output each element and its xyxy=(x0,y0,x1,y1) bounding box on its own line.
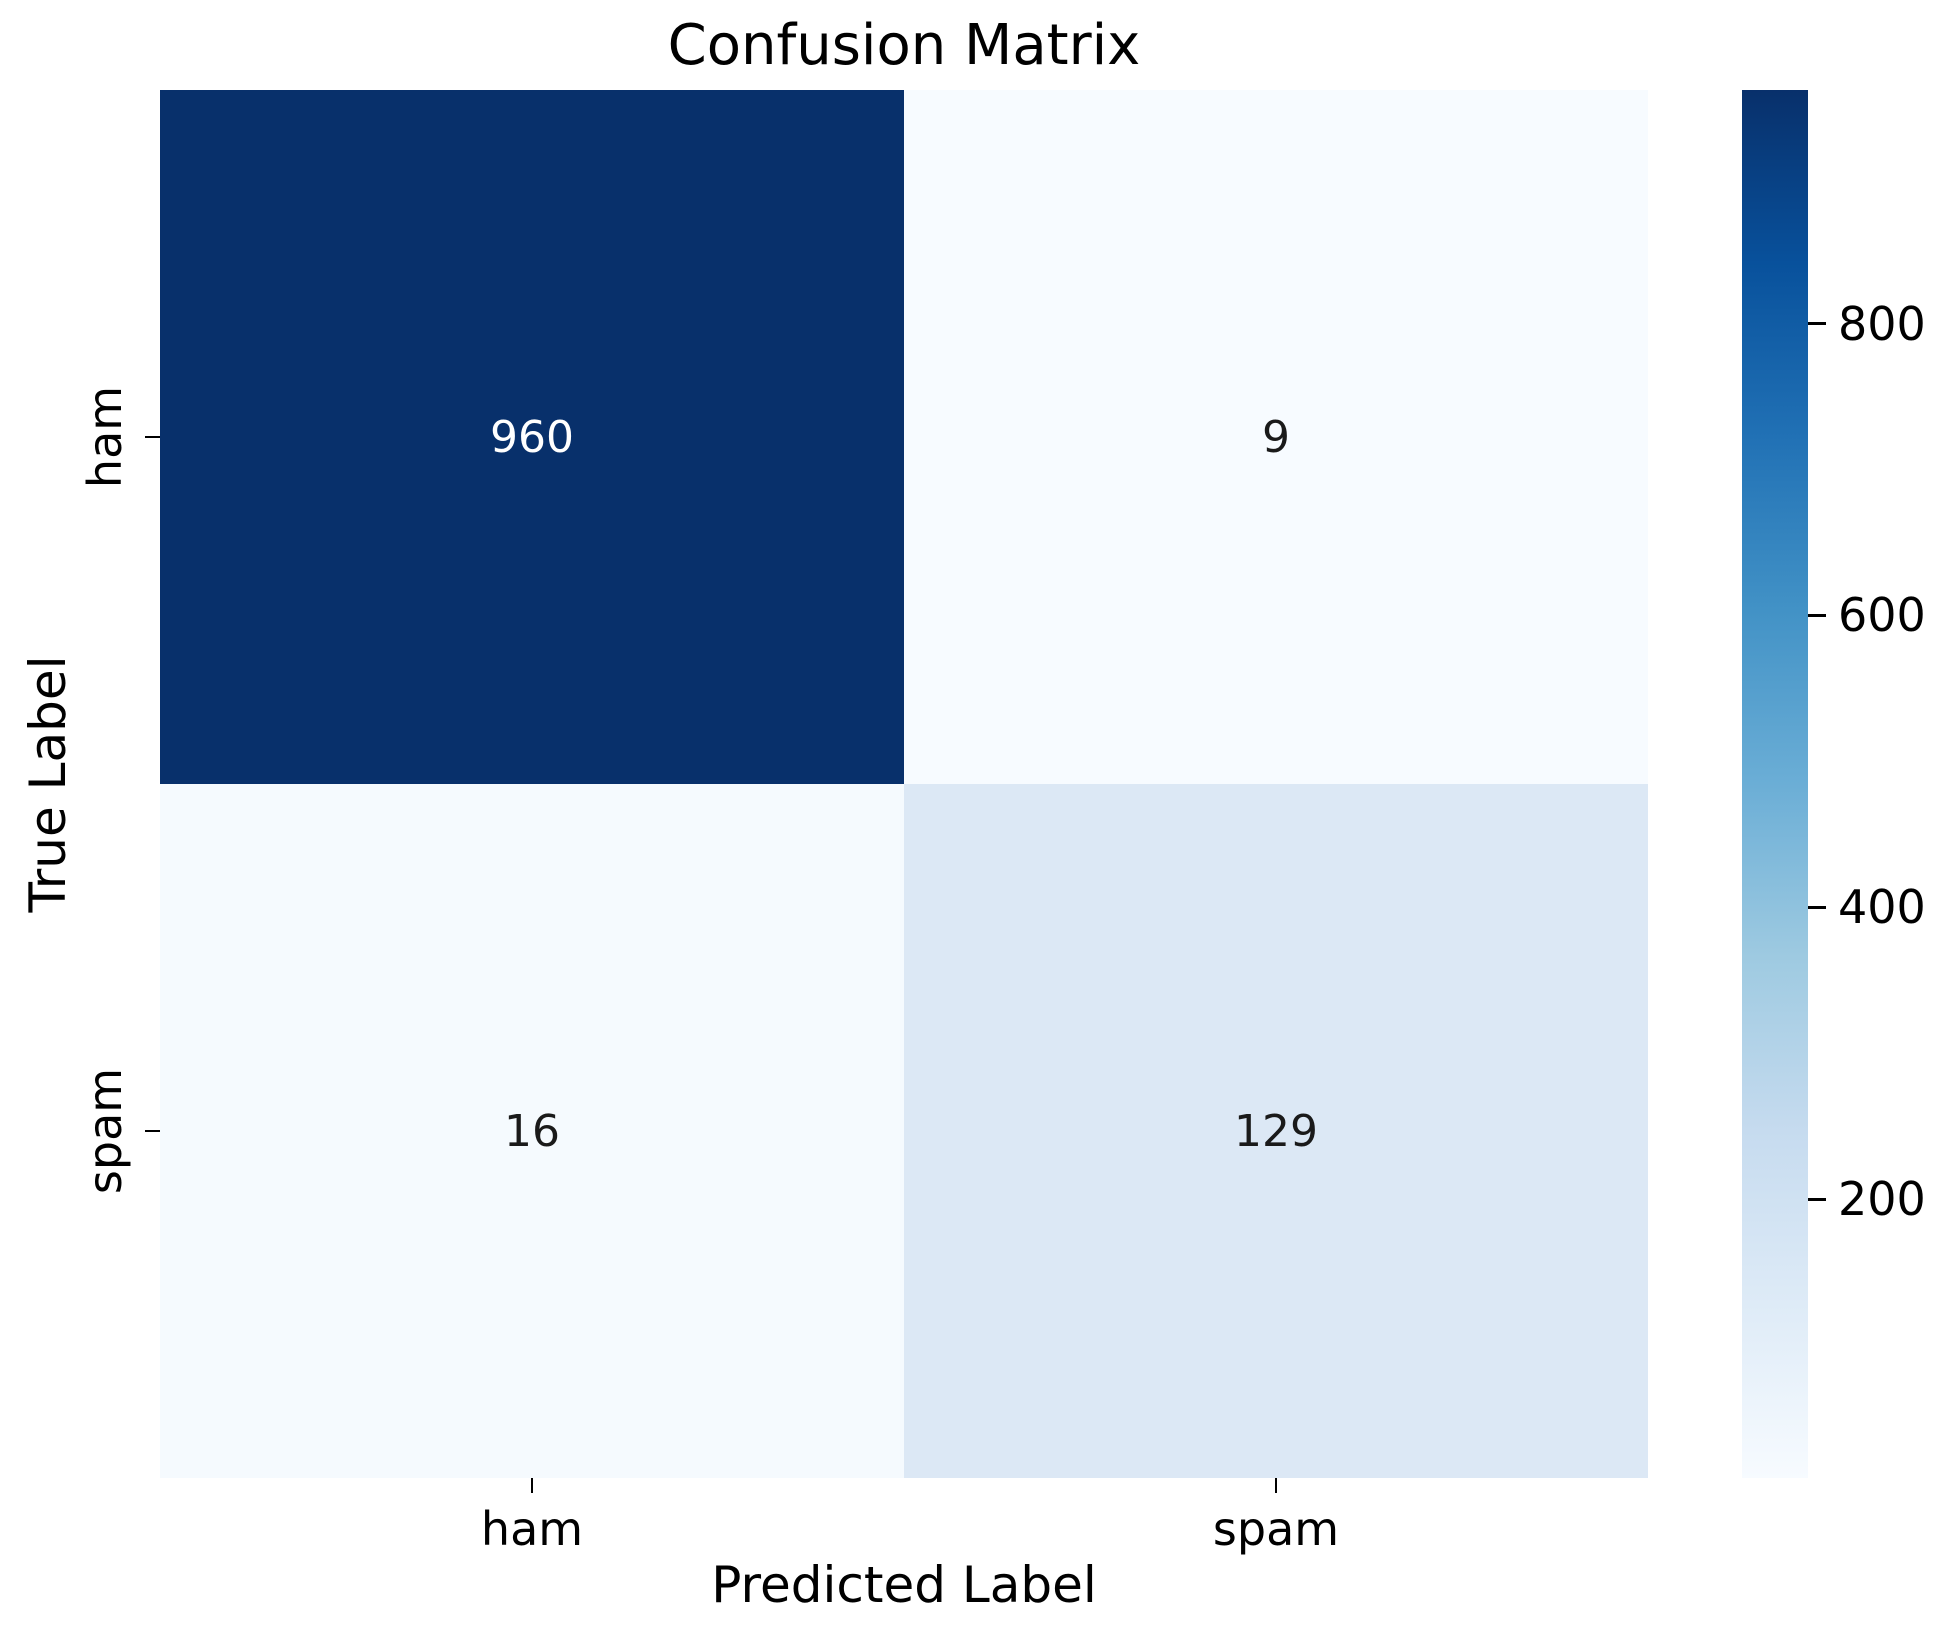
y-tick-label-spam: spam xyxy=(78,1067,132,1195)
y-tick-mark-ham xyxy=(145,436,160,438)
colorbar-tick-mark-600 xyxy=(1808,613,1826,617)
x-tick-label-ham: ham xyxy=(480,1502,584,1556)
y-axis-label: True Label xyxy=(19,655,77,913)
colorbar-tick-label-600: 600 xyxy=(1838,588,1926,643)
matrix-cell-ham-ham: 960 xyxy=(160,90,904,784)
matrix-cell-spam-spam: 129 xyxy=(904,784,1648,1478)
y-tick-mark-spam xyxy=(145,1130,160,1132)
matrix-cell-spam-ham: 16 xyxy=(160,784,904,1478)
colorbar-tick-label-200: 200 xyxy=(1838,1172,1926,1227)
x-tick-mark-ham xyxy=(531,1478,533,1493)
chart-title: Confusion Matrix xyxy=(667,13,1141,78)
x-axis-label: Predicted Label xyxy=(711,1556,1097,1614)
matrix-cell-ham-spam: 9 xyxy=(904,90,1648,784)
y-tick-label-ham: ham xyxy=(78,385,132,489)
colorbar-tick-mark-400 xyxy=(1808,905,1826,909)
colorbar-tick-mark-200 xyxy=(1808,1197,1826,1201)
x-tick-label-spam: spam xyxy=(1212,1502,1340,1556)
colorbar xyxy=(1742,90,1808,1478)
heatmap-grid: 960 9 16 129 xyxy=(160,90,1648,1478)
colorbar-tick-mark-800 xyxy=(1808,322,1826,326)
colorbar-tick-label-400: 400 xyxy=(1838,880,1926,935)
x-tick-mark-spam xyxy=(1275,1478,1277,1493)
colorbar-tick-label-800: 800 xyxy=(1838,296,1926,351)
